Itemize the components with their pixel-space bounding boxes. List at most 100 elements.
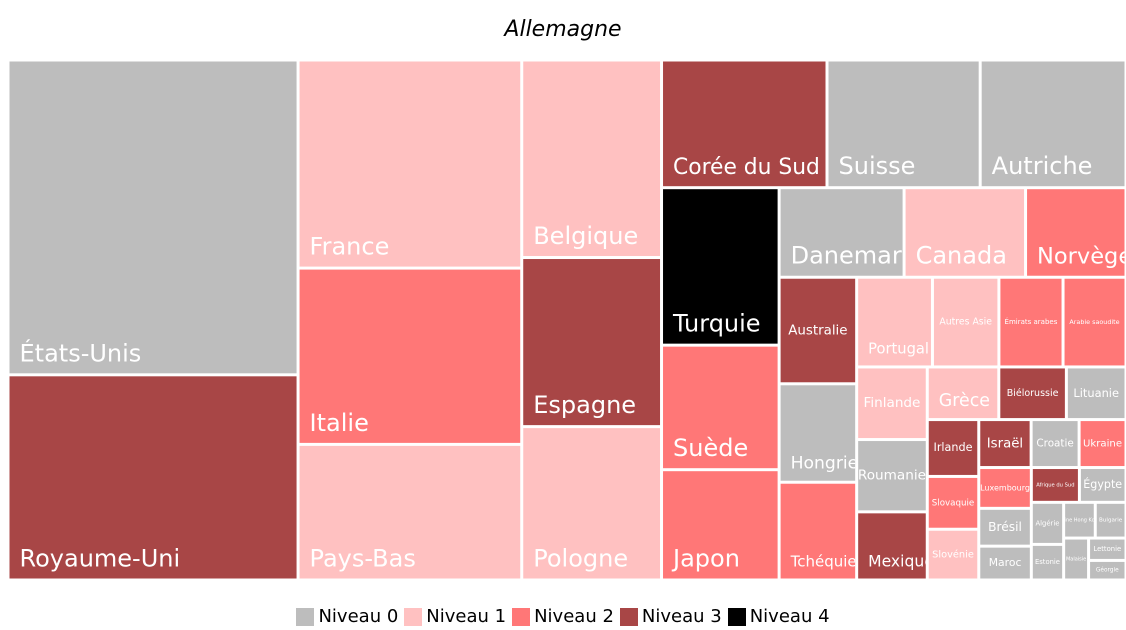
treemap-tile [980,421,1030,467]
tile-label: Italie [310,409,369,437]
tile-label: Maroc [989,556,1022,569]
tile-label: Norvège [1037,244,1126,270]
legend-swatch [404,607,423,626]
tile-label: Géorgie [1096,567,1119,574]
treemap-tile [523,259,661,426]
tile-label: Canada [916,242,1007,270]
tile-label: Suède [673,434,748,462]
treemap-tile [1000,368,1065,419]
legend-swatch [512,607,531,626]
tile-label: Irlande [934,441,973,454]
treemap-tile [1065,539,1088,579]
tile-label: Belgique [533,222,638,250]
treemap-tile [9,376,297,579]
tile-label: Afrique du Sud [1036,482,1074,488]
tile-label: Émirats arabes [1005,317,1058,326]
legend-label: Niveau 3 [641,606,722,627]
treemap-tile [1027,189,1125,276]
tile-label: Arabie saoudite [1069,318,1119,326]
tile-label: Chine Hong Kong [1058,518,1101,524]
treemap-tile [1080,421,1125,467]
treemap-tile [1064,278,1125,366]
treemap-tile [1032,545,1063,579]
treemap-tile [1065,503,1094,537]
treemap-tile [780,189,903,276]
legend-swatch [619,607,638,626]
treemap-tile [299,61,521,267]
treemap-tile [1090,561,1125,579]
treemap-tile [780,385,856,481]
tile-label: Autres Asie [939,317,992,328]
tile-label: Portugal [868,340,929,357]
treemap-tile [523,428,661,579]
treemap-tile [928,421,978,475]
legend-label: Niveau 2 [534,606,614,627]
legend-item: Niveau 1 [404,606,506,627]
tile-label: Ukraine [1083,439,1122,450]
legend-swatch [727,607,746,626]
chart-title: Allemagne [502,17,621,42]
treemap-tile [933,278,998,366]
tile-label: Biélorussie [1007,388,1059,399]
tile-label: Malaisie [1066,557,1086,563]
treemap-tile [780,278,856,383]
tile-label: Lettonie [1093,545,1121,553]
treemap-tile [663,61,826,187]
tile-label: Finlande [863,395,920,411]
treemap-tile [523,61,661,257]
tile-label: Bulgarie [1099,518,1123,524]
treemap-tile [981,61,1125,187]
tile-label: France [310,233,390,261]
treemap-tile [858,441,926,511]
chart: Allemagne États-Unis Royaume-Uni France Ita… [9,17,1126,579]
treemap-tile [9,61,297,374]
treemap-tile [780,483,856,579]
tile-label: Australie [788,324,847,339]
tile-label: Pays-Bas [310,545,416,573]
treemap-tile [1090,539,1125,559]
treemap-tile [928,368,998,419]
treemap-tile [980,547,1030,579]
tile-label: États-Unis [20,338,142,367]
legend-label: Niveau 0 [318,606,399,627]
tile-label: Mexique [868,553,934,571]
treemap-tile [905,189,1025,276]
tile-label: Danemark [791,242,916,270]
legend-item: Niveau 3 [619,606,722,627]
treemap-tile [663,189,778,344]
tile-label: Espagne [533,391,636,419]
tile-label: Tchéquie [790,553,857,571]
legend-item: Niveau 4 [727,606,830,627]
treemap-tile [928,477,978,528]
tile-label: Suisse [839,152,916,180]
tile-label: Égypte [1083,478,1122,491]
treemap-tile [858,368,926,439]
treemap-tile [1032,503,1063,543]
tile-label: Croatie [1036,438,1073,450]
treemap-tile [858,278,931,366]
treemap-tile [663,346,778,469]
tile-label: Slovénie [932,549,974,561]
treemap-tile [1080,469,1125,501]
tile-label: Pologne [533,545,628,573]
legend-label: Niveau 4 [749,606,830,627]
tile-label: Algérie [1036,519,1060,527]
treemap-tile [663,471,778,579]
tile-label: Turquie [672,310,761,338]
treemap-tile [1032,421,1078,467]
treemap-tile [1067,368,1125,419]
treemap-tile [858,513,926,579]
tile-label: Lituanie [1073,386,1119,400]
treemap-tile [980,469,1030,507]
tile-label: Slovaquie [932,498,975,508]
tile-label: Grèce [939,391,990,411]
treemap-tile [1000,278,1062,366]
legend-item: Niveau 0 [296,606,398,627]
tile-label: Autriche [992,152,1093,180]
treemap-tile [928,530,978,579]
tile-label: Corée du Sud [673,155,820,180]
tile-label: Luxembourg [980,483,1030,492]
treemap-tile [299,445,521,579]
treemap-tile [1032,469,1078,501]
treemap-tile [1096,503,1125,537]
